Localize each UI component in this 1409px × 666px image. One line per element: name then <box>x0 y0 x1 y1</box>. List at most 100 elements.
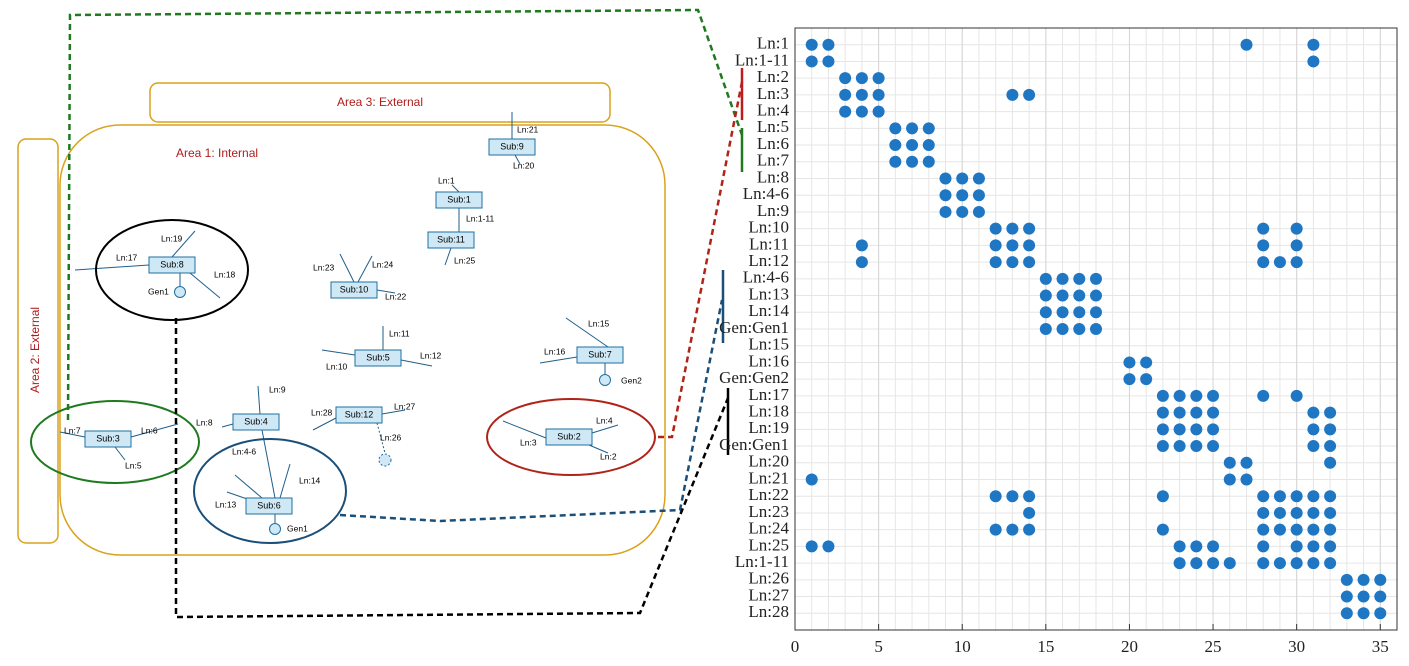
element-label: Ln:6 <box>141 425 158 435</box>
dot <box>1257 540 1270 553</box>
dot <box>1207 540 1220 553</box>
x-tick-label: 10 <box>954 637 971 656</box>
y-tick-label: Ln:7 <box>757 151 790 170</box>
y-tick-label: Ln:4-6 <box>743 268 789 287</box>
element-label: Ln:19 <box>161 233 183 243</box>
dot <box>1324 506 1337 519</box>
dot <box>1273 490 1286 503</box>
zone-ellipse <box>95 219 249 321</box>
dot <box>1207 389 1220 402</box>
x-tick-label: 30 <box>1288 637 1305 656</box>
dot <box>1324 406 1337 419</box>
y-tick-label: Ln:10 <box>748 218 789 237</box>
dot <box>922 139 935 152</box>
substations: Sub:9 Sub:1 Sub:11 Sub:8 Sub:10 Sub:5 Su… <box>84 138 624 515</box>
plot-frame <box>794 27 1398 631</box>
dot <box>1156 440 1169 453</box>
y-tick-label: Ln:27 <box>748 585 789 604</box>
dot <box>872 72 885 85</box>
substation: Sub:1 <box>447 194 471 204</box>
dot <box>1324 523 1337 536</box>
dot <box>989 239 1002 252</box>
dot <box>1340 607 1353 620</box>
dot <box>1156 523 1169 536</box>
substation: Sub:4 <box>244 416 268 426</box>
dot <box>972 189 985 202</box>
dot <box>1190 557 1203 570</box>
dot <box>1173 406 1186 419</box>
dot <box>1273 256 1286 269</box>
area-label: Area 3: External <box>337 95 423 109</box>
dot <box>1240 473 1253 486</box>
element-label: Ln:13 <box>215 499 237 509</box>
dot <box>1357 607 1370 620</box>
element-label: Gen1 <box>148 286 169 296</box>
substation: Sub:6 <box>257 500 281 510</box>
element-label: Ln:8 <box>196 417 213 427</box>
dot <box>989 256 1002 269</box>
dot <box>1207 557 1220 570</box>
substation: Sub:9 <box>500 141 524 151</box>
y-tick-label: Ln:4-6 <box>743 184 789 203</box>
dot <box>956 189 969 202</box>
y-tick-label: Ln:17 <box>748 385 789 404</box>
y-tick-label: Ln:3 <box>757 84 789 103</box>
dot <box>1324 490 1337 503</box>
element-label: Ln:2 <box>600 451 617 461</box>
dot <box>1357 590 1370 603</box>
dot <box>1257 523 1270 536</box>
dot <box>956 172 969 185</box>
element-label: Ln:12 <box>420 350 442 360</box>
dot <box>855 105 868 118</box>
dot <box>1056 272 1069 285</box>
dot <box>1023 523 1036 536</box>
dot <box>1173 423 1186 436</box>
dot <box>989 490 1002 503</box>
substation: Sub:12 <box>345 409 374 419</box>
dot <box>872 88 885 101</box>
dot <box>1223 473 1236 486</box>
dot <box>889 155 902 168</box>
x-tick-label: 25 <box>1205 637 1222 656</box>
dot <box>1324 540 1337 553</box>
dot <box>1090 323 1102 335</box>
zone-ellipse <box>486 398 656 476</box>
element-label: Ln:14 <box>299 475 321 485</box>
dot <box>1307 506 1320 519</box>
dot <box>1257 256 1270 269</box>
dot <box>1190 440 1203 453</box>
y-tick-label: Ln:15 <box>748 335 789 354</box>
dot <box>939 189 952 202</box>
dot <box>1006 88 1019 101</box>
dot <box>1374 590 1387 603</box>
y-tick-label: Ln:24 <box>748 519 789 538</box>
dot <box>1223 456 1236 469</box>
dot <box>805 38 818 51</box>
y-tick-label: Ln:21 <box>748 468 789 487</box>
element-label: Ln:10 <box>326 361 348 371</box>
dot <box>1006 239 1019 252</box>
dot <box>1290 540 1303 553</box>
dot <box>906 139 919 152</box>
dot <box>1039 306 1052 319</box>
substation: Sub:8 <box>160 259 184 269</box>
element-label: Ln:4 <box>596 415 613 425</box>
dot <box>1324 423 1337 436</box>
y-tick-label: Ln:28 <box>748 602 789 621</box>
dot <box>1257 389 1270 402</box>
network-diagram: Area 3: External Area 1: Internal Area 2… <box>17 8 744 619</box>
dot <box>1190 406 1203 419</box>
dot <box>1073 289 1086 302</box>
y-tick-label: Ln:14 <box>748 301 789 320</box>
y-tick-label: Ln:20 <box>748 452 789 471</box>
dot <box>1039 323 1052 335</box>
dot <box>1290 239 1303 252</box>
dot <box>822 55 835 68</box>
dot <box>1123 373 1136 386</box>
y-tick-label: Ln:26 <box>748 569 789 588</box>
dot <box>1023 506 1036 519</box>
dot <box>1290 506 1303 519</box>
y-tick-label: Ln:11 <box>749 234 789 253</box>
dot <box>1090 272 1102 285</box>
element-label: Ln:25 <box>454 255 476 265</box>
